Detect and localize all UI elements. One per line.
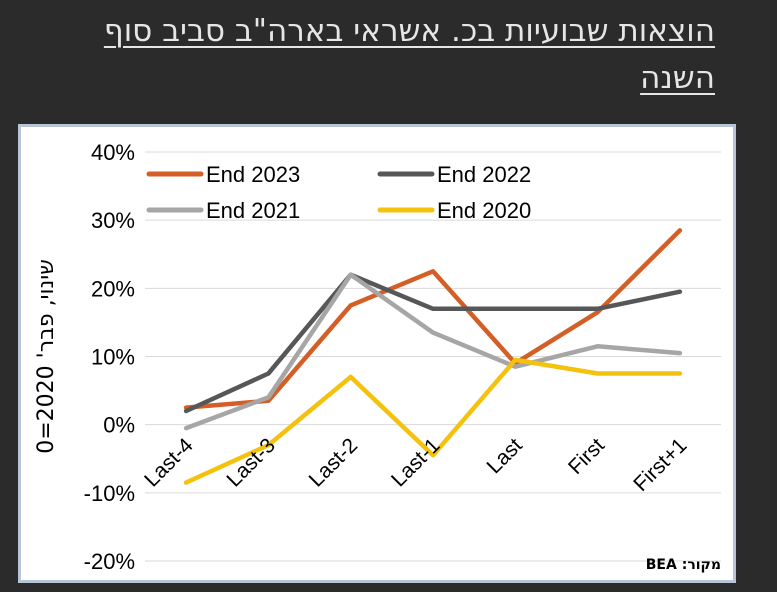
legend-label: End 2023 — [206, 162, 300, 187]
y-tick-label: 10% — [91, 345, 135, 370]
legend-label: End 2021 — [206, 198, 300, 223]
series-line-2 — [183, 272, 683, 431]
y-tick-label: -20% — [84, 549, 135, 574]
x-tick-label: First — [564, 434, 609, 479]
series-line-3 — [183, 357, 683, 485]
y-tick-label: 0% — [103, 413, 135, 438]
x-tick-label: Last — [482, 434, 526, 478]
x-tick-label: First+1 — [629, 434, 691, 496]
y-tick-label: -10% — [84, 481, 135, 506]
page-title: הוצאות שבועיות בכ. אשראי בארה"ב סביב סוף… — [103, 13, 715, 96]
x-tick-label: Last-2 — [305, 434, 363, 492]
series-line-0 — [183, 228, 683, 410]
series-line-1 — [183, 272, 683, 414]
y-tick-label: 40% — [91, 140, 135, 165]
y-tick-label: 20% — [91, 276, 135, 301]
legend-label: End 2022 — [437, 162, 531, 187]
x-tick-label: Last-1 — [387, 434, 445, 492]
y-axis-label: שינוי, פבר' 2020=0 — [34, 259, 59, 454]
source-note: מקור: BEA — [645, 557, 721, 573]
chart-container: 40% 30% 20% 10% 0% -10% -20% שינוי, פבר' 2020=0… — [18, 124, 736, 583]
line-chart: 40% 30% 20% 10% 0% -10% -20% שינוי, פבר' 2020=0… — [34, 140, 721, 574]
legend-label: End 2020 — [437, 198, 531, 223]
y-tick-label: 30% — [91, 208, 135, 233]
